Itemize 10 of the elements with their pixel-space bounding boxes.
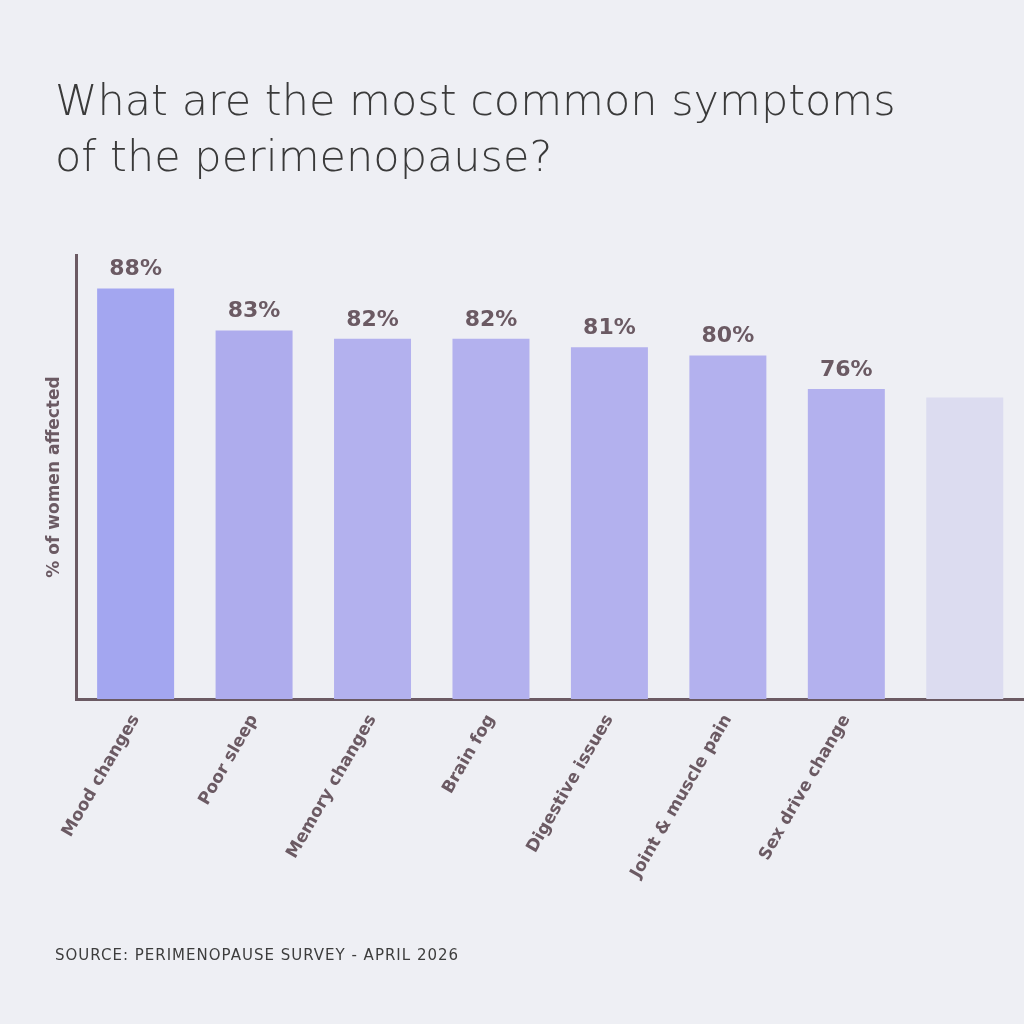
data-label: 88% [109, 255, 162, 281]
y-axis-title: % of women affected [42, 376, 63, 578]
data-label: 83% [227, 297, 281, 323]
data-label: 80% [701, 322, 755, 348]
data-label: 76% [819, 355, 873, 381]
source-note: SOURCE: PERIMENOPAUSE SURVEY - APRIL 2026 [55, 946, 460, 964]
chart-title: What are the most common symptoms of the perimenopause? [55, 74, 897, 183]
data-label: 82% [346, 305, 399, 331]
data-label: 81% [583, 313, 636, 339]
data-label: 82% [464, 305, 518, 331]
